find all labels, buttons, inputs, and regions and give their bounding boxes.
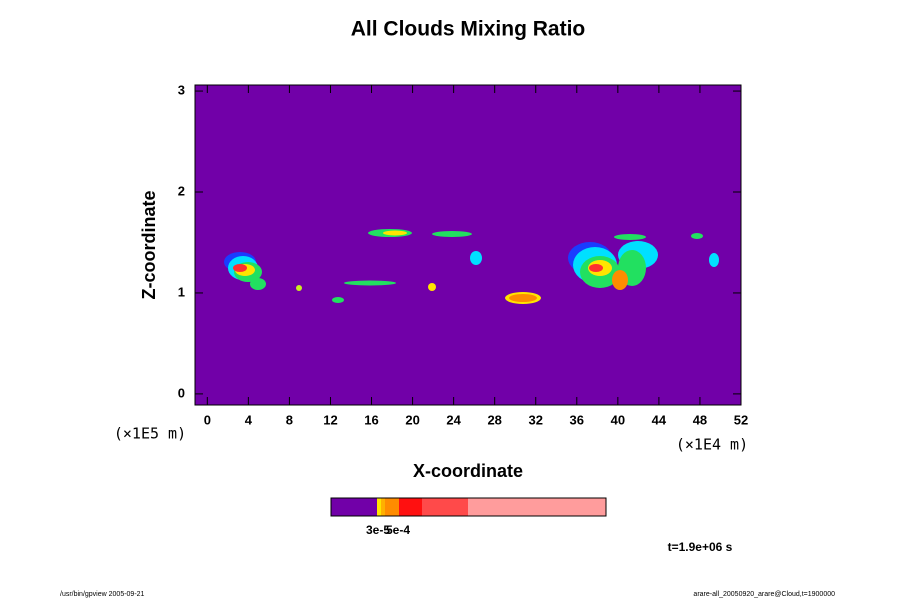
colorbar-label: 3e-5 <box>366 523 390 537</box>
chart-title: All Clouds Mixing Ratio <box>351 18 586 41</box>
y-tick-label: 3 <box>178 82 185 97</box>
x-tick-label: 28 <box>487 412 501 427</box>
y-tick-label: 1 <box>178 284 185 299</box>
footer-right: arare-all_20050920_arare@Cloud,t=1900000 <box>693 591 835 598</box>
x-tick-label: 44 <box>652 412 667 427</box>
y-tick-label: 2 <box>178 183 185 198</box>
x-tick-label: 8 <box>286 412 293 427</box>
plot-area <box>194 84 742 406</box>
time-label: t=1.9e+06 s <box>668 540 733 554</box>
x-tick-label: 24 <box>446 412 461 427</box>
x-tick-label: 32 <box>529 412 543 427</box>
colorbar-label: 5e-4 <box>386 523 410 537</box>
y-tick-label: 0 <box>178 385 185 400</box>
x-tick-label: 40 <box>611 412 625 427</box>
footer-left: /usr/bin/gpview 2005-09-21 <box>60 591 145 598</box>
x-tick-label: 36 <box>570 412 584 427</box>
x-tick-label: 12 <box>323 412 337 427</box>
x-tick-label: 0 <box>204 412 211 427</box>
x-tick-label: 16 <box>364 412 378 427</box>
x-tick-label: 4 <box>245 412 253 427</box>
colorbar <box>330 497 607 517</box>
x-tick-label: 52 <box>734 412 748 427</box>
y-axis-label: Z-coordinate <box>139 190 159 299</box>
x-tick-label: 20 <box>405 412 419 427</box>
x-tick-label: 48 <box>693 412 707 427</box>
y-unit: (×1E5 m) <box>114 425 186 443</box>
cloud-contours <box>224 229 719 304</box>
x-unit: (×1E4 m) <box>676 436 748 454</box>
x-axis-label: X-coordinate <box>413 461 523 481</box>
